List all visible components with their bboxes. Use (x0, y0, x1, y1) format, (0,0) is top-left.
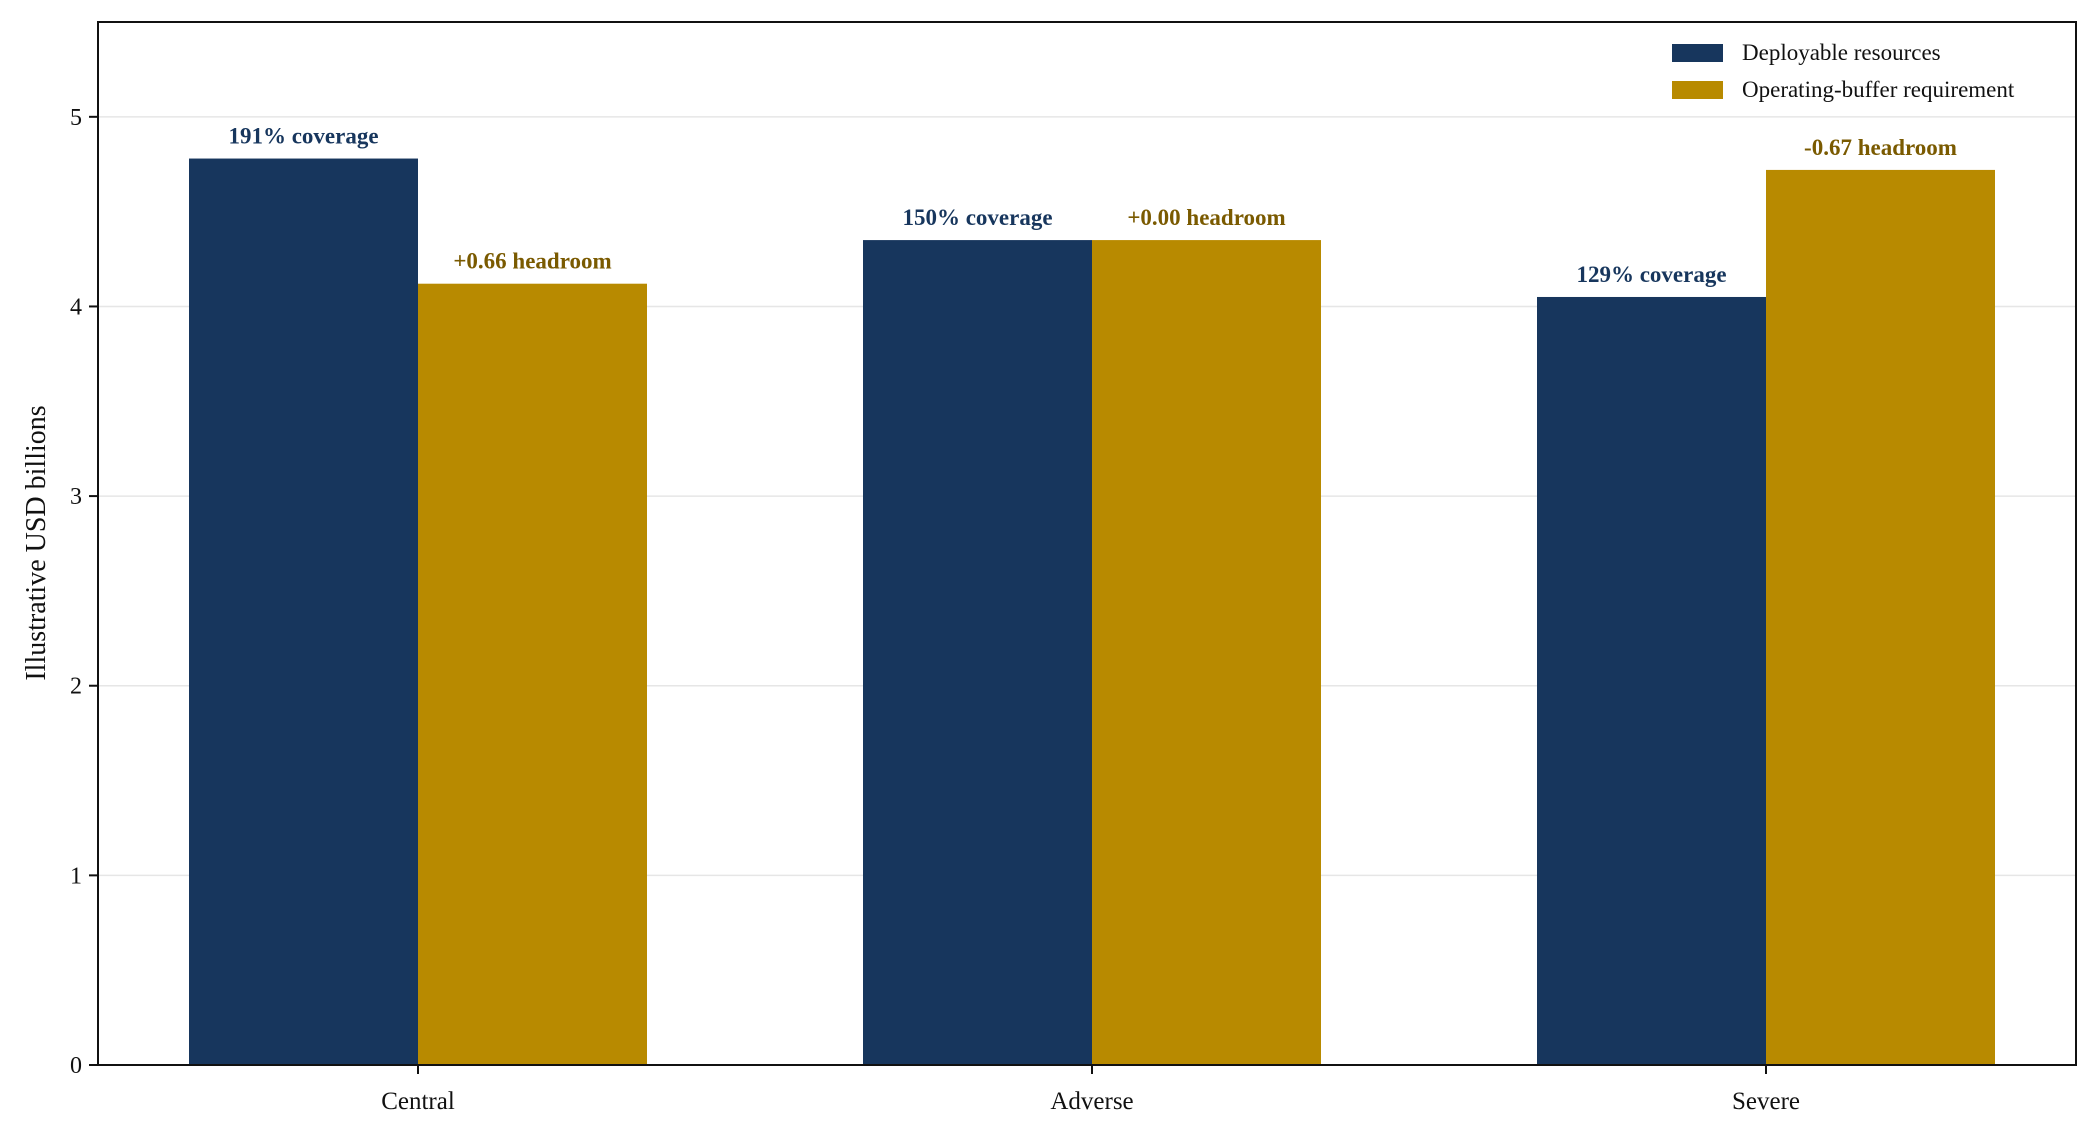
y-tick-label: 1 (70, 863, 82, 889)
data-label: +0.66 headroom (453, 249, 611, 274)
data-label: 191% coverage (228, 124, 378, 149)
bar-deployable (863, 240, 1092, 1066)
legend-swatch (1672, 81, 1723, 99)
legend-label: Deployable resources (1742, 40, 1941, 65)
bar-requirement (1092, 240, 1321, 1066)
legend-label: Operating-buffer requirement (1742, 77, 2015, 102)
plot-frame (97, 21, 2077, 1066)
bar-requirement (1766, 169, 1995, 1065)
legend-swatch (1672, 44, 1723, 62)
y-axis: 0 1 2 3 4 5 (70, 105, 98, 1079)
data-label: +0.00 headroom (1127, 205, 1285, 230)
bar-deployable (189, 158, 418, 1065)
y-axis-title: Illustrative USD billions (21, 405, 52, 680)
y-tick-label: 4 (70, 294, 82, 320)
x-tick-label: Adverse (1050, 1088, 1133, 1115)
y-tick-label: 0 (70, 1053, 82, 1079)
bar-requirement (418, 283, 647, 1065)
data-labels: 191% coverage +0.66 headroom 150% coverage… (228, 124, 1957, 287)
y-tick-label: 3 (70, 484, 82, 510)
x-axis: Central Adverse Severe (381, 1065, 1800, 1115)
bar-deployable (1537, 296, 1766, 1065)
x-tick-label: Central (381, 1088, 455, 1115)
bars (189, 158, 1995, 1066)
x-tick-label: Severe (1732, 1088, 1800, 1115)
y-tick-label: 5 (70, 105, 82, 131)
data-label: 150% coverage (902, 205, 1052, 230)
data-label: -0.67 headroom (1804, 135, 1957, 160)
data-label: 129% coverage (1576, 262, 1726, 287)
legend: Deployable resources Operating-buffer req… (1672, 40, 2015, 102)
y-tick-label: 2 (70, 674, 82, 700)
